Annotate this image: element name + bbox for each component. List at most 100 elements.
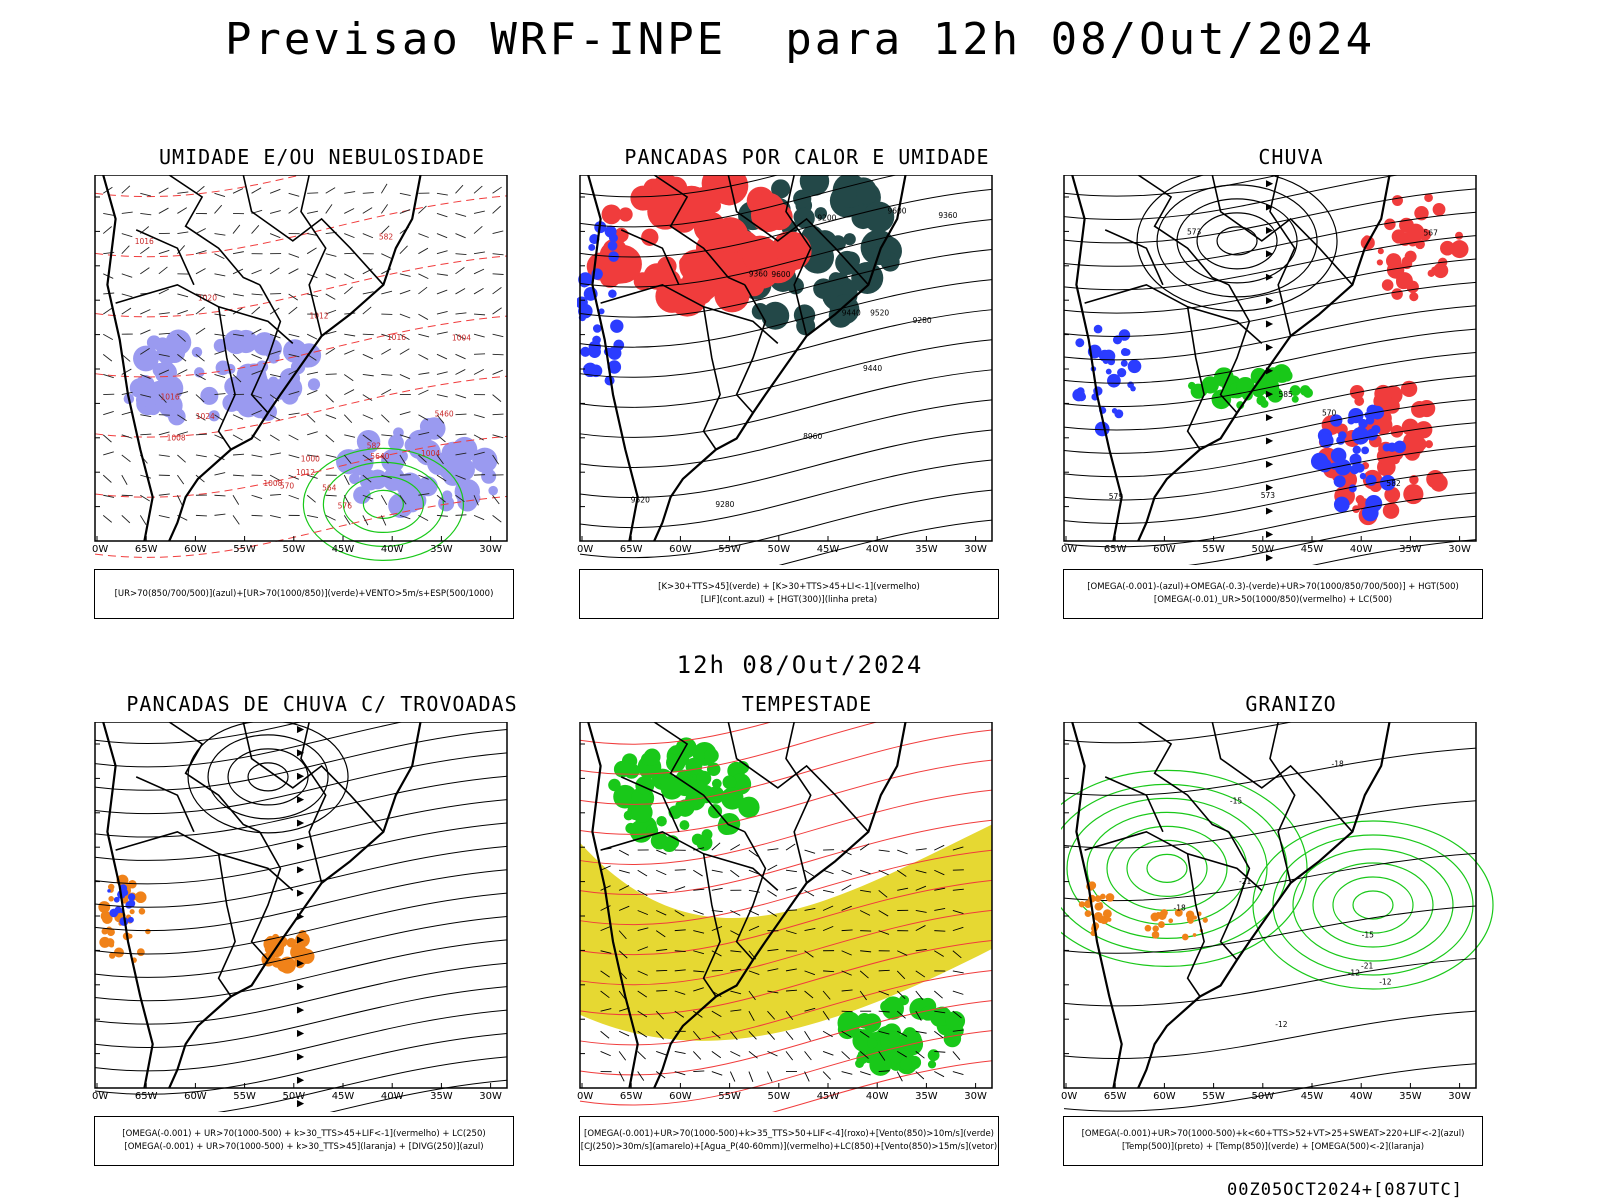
streamline <box>579 399 993 468</box>
shade-cell <box>1319 433 1334 448</box>
shade-cell <box>452 436 478 463</box>
lon-tick-label: 35W <box>430 544 453 555</box>
wind-vector <box>915 869 927 874</box>
lon-tick-label: 60W <box>184 544 207 555</box>
streamline <box>579 249 993 318</box>
contour-loop <box>187 722 349 834</box>
wind-vector <box>693 970 705 973</box>
wind-vector <box>362 207 373 214</box>
wind-vector <box>474 313 486 316</box>
wind-vector <box>177 207 188 214</box>
wind-vector <box>158 207 169 214</box>
wind-vector <box>232 495 240 505</box>
wind-vector <box>897 1030 908 1037</box>
wind-vector <box>288 293 299 301</box>
streamline-arrow <box>296 796 305 804</box>
wind-vector <box>473 226 483 234</box>
wind-vector <box>656 949 668 952</box>
wind-vector <box>436 353 448 360</box>
wind-vector <box>362 474 372 483</box>
wind-vector <box>177 431 189 436</box>
wind-vector <box>214 253 225 260</box>
wind-vector <box>343 474 350 486</box>
streamline <box>94 962 508 1025</box>
wind-vector <box>767 889 777 897</box>
wind-vector <box>307 390 318 396</box>
east-coast <box>168 722 422 1089</box>
wind-vector <box>934 950 944 957</box>
shade-cell <box>134 891 147 904</box>
shade-cell <box>145 928 151 935</box>
shade-cell <box>1201 376 1219 394</box>
shade-cell <box>1374 384 1393 403</box>
wind-vector <box>158 394 167 403</box>
wind-vector <box>158 249 170 255</box>
country-border <box>1219 831 1251 961</box>
streamline <box>94 722 303 745</box>
country-border <box>1104 229 1164 286</box>
wind-vector <box>177 474 185 485</box>
wind-vector <box>730 990 742 995</box>
shade-cell <box>869 1053 892 1076</box>
caption-tempestade: [OMEGA(-0.001)+UR>70(1000-500)+k>35_TTS>… <box>579 1116 999 1166</box>
wind-vector <box>103 333 114 341</box>
shade-cell <box>580 346 591 357</box>
shade-cell <box>133 345 159 372</box>
shade-cell <box>1267 387 1283 403</box>
wind-vector <box>492 413 504 416</box>
contour-label: 579 <box>1109 492 1124 501</box>
wind-vector <box>804 1071 810 1082</box>
country-border <box>653 722 746 833</box>
shade-cell <box>771 179 791 199</box>
wind-vector <box>158 353 170 357</box>
streamline <box>579 909 993 986</box>
shade-cell <box>813 278 834 299</box>
shade-cell <box>713 267 737 291</box>
contour-label: 1016 <box>387 333 406 342</box>
wind-vector <box>674 969 686 972</box>
map-pancadas-calor: 9600 9520 9360 9440 9600 9520 9440 9360 9280 9200… <box>577 175 1057 565</box>
shade-cell <box>286 937 297 948</box>
shade-cell <box>635 776 655 795</box>
shade-cell <box>927 1060 937 1069</box>
ocean-background <box>95 722 507 1088</box>
wind-vector <box>767 1071 773 1082</box>
shade-cell <box>191 346 203 358</box>
country-border <box>1186 306 1205 450</box>
caption-line: [OMEGA(-0.001) + UR>70(1000-500) + k>30_… <box>124 1142 484 1152</box>
wind-vector <box>492 394 502 402</box>
wind-vector <box>618 1051 627 1061</box>
wind-vector <box>269 474 280 481</box>
wind-vector <box>140 433 152 436</box>
wind-vector <box>748 925 760 932</box>
streamline <box>1311 539 1477 565</box>
wind-vector <box>399 273 411 277</box>
wind-vector <box>140 329 151 335</box>
wind-vector <box>915 1030 927 1034</box>
wind-vector <box>804 950 814 958</box>
contour-label: 573 <box>1261 491 1276 500</box>
lon-tick-label: 45W <box>1301 544 1324 555</box>
shade-cell <box>656 816 667 827</box>
coastlines <box>102 722 422 1089</box>
shade-cell <box>1381 279 1394 291</box>
wind-vector <box>934 907 946 911</box>
wind-vector <box>915 925 926 932</box>
wind-vector <box>711 1071 723 1076</box>
lon-tick-label: 50W <box>282 1091 305 1102</box>
streamline-arrow <box>1265 180 1274 188</box>
contour-label: 570 <box>280 481 295 490</box>
wind-vector <box>455 233 466 239</box>
wind-vector <box>455 266 465 275</box>
wind-vector <box>841 1071 853 1075</box>
wind-vector <box>232 293 244 297</box>
lon-tick-label: 55W <box>1202 544 1225 555</box>
wind-vector <box>767 1050 778 1057</box>
country-border <box>300 722 327 884</box>
wind-vector <box>232 333 244 337</box>
coastlines <box>1071 722 1391 1089</box>
shade-cell <box>1158 921 1165 928</box>
wind-vector <box>418 389 429 396</box>
wind-vector <box>325 414 337 419</box>
wind-vector <box>492 454 499 465</box>
